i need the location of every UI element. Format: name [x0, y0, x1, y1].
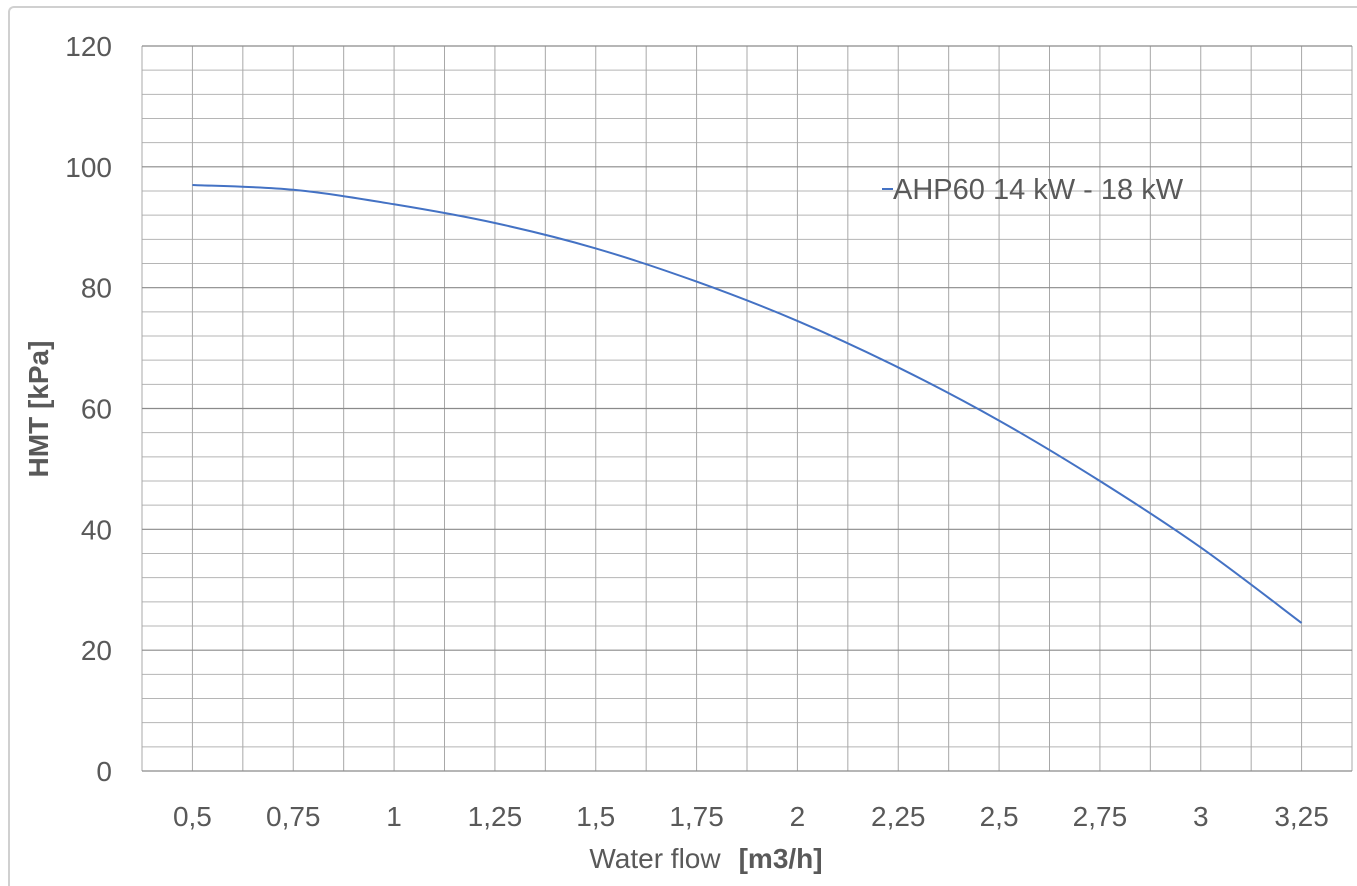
legend-label: AHP60 14 kW - 18 kW	[893, 174, 1184, 206]
x-tick-label: 2,5	[980, 801, 1019, 832]
data-point	[292, 189, 294, 191]
data-point	[494, 222, 496, 224]
x-tick-label: 1,75	[669, 801, 724, 832]
y-tick-label: 120	[65, 31, 112, 62]
x-tick-label: 2	[790, 801, 806, 832]
y-tick-label: 60	[81, 394, 112, 425]
y-tick-label: 100	[65, 152, 112, 183]
x-tick-label: 3,25	[1274, 801, 1329, 832]
x-axis-title-unit: [m3/h]	[739, 843, 823, 874]
data-point	[696, 281, 698, 283]
x-tick-label: 3	[1193, 801, 1209, 832]
chart-frame	[8, 6, 1357, 886]
y-tick-label: 40	[81, 514, 112, 545]
major-gridlines	[142, 45, 1352, 772]
x-tick-label: 0,5	[173, 801, 212, 832]
y-axis-title: HMT [kPa]	[23, 341, 54, 478]
x-tick-label: 1,5	[576, 801, 615, 832]
legend: AHP60 14 kW - 18 kW	[882, 174, 1184, 206]
data-point	[797, 320, 799, 322]
x-tick-label: 1,25	[468, 801, 523, 832]
x-axis-tick-labels: 0,5 0,75 1 1,25 1,5 1,75 2 2,25 2,5 2,75 3 3,25	[173, 801, 1329, 832]
data-point	[393, 203, 395, 205]
y-tick-label: 0	[96, 756, 112, 787]
series-layer	[192, 183, 1303, 624]
y-axis-tick-labels: 0 20 40 60 80 100 120	[65, 31, 112, 787]
data-point	[192, 184, 194, 186]
x-tick-label: 1	[386, 801, 402, 832]
series-line	[192, 183, 1303, 624]
x-tick-label: 2,25	[871, 801, 926, 832]
y-tick-label: 80	[81, 273, 112, 304]
data-point	[897, 367, 899, 369]
data-point	[1099, 480, 1101, 482]
data-point	[998, 420, 1000, 422]
x-axis-title: Water flow [m3/h]	[589, 843, 822, 874]
x-tick-label: 2,75	[1073, 801, 1128, 832]
y-tick-label: 20	[81, 635, 112, 666]
x-tick-label: 0,75	[266, 801, 321, 832]
data-point	[1301, 622, 1303, 624]
data-point	[595, 248, 597, 250]
data-point	[1200, 547, 1202, 549]
x-axis-title-main: Water flow	[589, 843, 721, 874]
